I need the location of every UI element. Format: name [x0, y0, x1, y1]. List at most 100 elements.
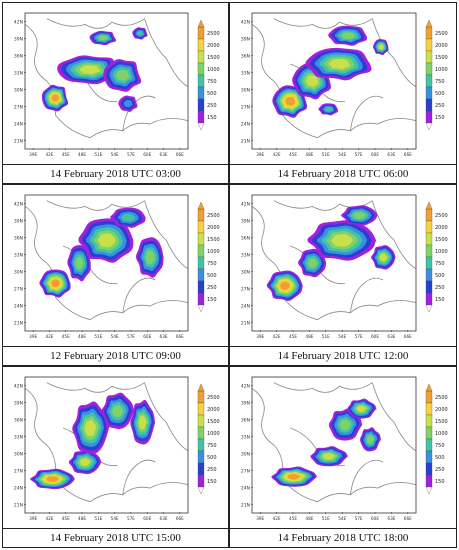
lon-tick-label: 48E	[78, 334, 86, 339]
legend-swatch	[425, 220, 433, 234]
legend-level-label: 2000	[435, 43, 448, 49]
lon-tick-label: 48E	[305, 152, 313, 157]
legend-level-label: 2000	[207, 407, 220, 413]
lat-tick-label: 42N	[14, 202, 23, 208]
lon-tick-label: 48E	[305, 516, 313, 521]
legend-level-label: 1000	[435, 249, 448, 255]
border-line	[46, 382, 145, 393]
legend-level-label: 1500	[435, 55, 448, 61]
precip-layer	[271, 398, 381, 487]
lon-tick-label: 60E	[371, 516, 379, 521]
legend-level-label: 1000	[207, 67, 220, 73]
lon-tick-label: 51E	[94, 516, 102, 521]
lat-tick-label: 21N	[241, 503, 250, 509]
lat-tick-label: 30N	[241, 270, 250, 276]
lat-tick-label: 36N	[241, 236, 250, 242]
lat-tick-label: 33N	[241, 435, 250, 441]
lon-tick-label: 60E	[371, 334, 379, 339]
panel-caption: 14 February 2018 UTC 12:00	[230, 346, 456, 365]
legend-level-label: 150	[435, 115, 445, 121]
border-line	[350, 95, 384, 131]
lon-tick-label: 48E	[78, 516, 86, 521]
legend-level-label: 150	[435, 297, 445, 303]
legend-top-cap	[197, 19, 205, 28]
legend-level-label: 500	[207, 455, 217, 461]
legend-level-label: 2000	[435, 407, 448, 413]
panel-1514: 42N 39N 36N 33N 30N 27N 24N 21N 39E 42E 45E 48E 51E 5…	[2, 366, 229, 548]
legend-level-label: 2500	[207, 213, 220, 219]
legend-swatch	[425, 390, 433, 404]
legend-swatch	[197, 256, 205, 270]
legend-level-label: 750	[207, 79, 217, 85]
legend-swatch	[197, 38, 205, 52]
border-line	[251, 205, 318, 321]
legend-swatch	[197, 98, 205, 112]
panel-caption: 14 February 2018 UTC 15:00	[3, 528, 228, 547]
legend-bottom-cap	[425, 486, 433, 495]
precip-layer	[41, 27, 148, 112]
lat-tick-label: 30N	[14, 452, 23, 458]
lon-tick-label: 54E	[111, 334, 119, 339]
lon-tick-label: 57E	[355, 152, 363, 157]
border-line	[350, 277, 384, 313]
lon-tick-label: 66E	[404, 152, 412, 157]
legend-level-label: 750	[435, 79, 445, 85]
precip-contour	[307, 258, 318, 268]
precip-map: 42N 39N 36N 33N 30N 27N 24N 21N 39E 42E 45E 48E 51E 5…	[14, 12, 220, 157]
lat-tick-label: 27N	[14, 287, 23, 293]
legend-level-label: 250	[435, 103, 445, 109]
precip-contour	[115, 69, 130, 81]
panel-0912: 42N 39N 36N 33N 30N 27N 24N 21N 39E 42E 45E 48E 51E 5…	[2, 184, 229, 366]
lon-tick-label: 54E	[338, 334, 346, 339]
lat-tick-label: 42N	[241, 202, 250, 208]
lon-tick-label: 54E	[338, 152, 346, 157]
lat-tick-label: 39N	[14, 37, 23, 43]
legend-swatch	[197, 450, 205, 464]
lon-tick-label: 60E	[143, 334, 151, 339]
lon-tick-label: 66E	[404, 334, 412, 339]
legend-swatch	[197, 232, 205, 246]
legend-level-label: 750	[207, 443, 217, 449]
map-borders	[24, 382, 189, 503]
lat-tick-label: 39N	[14, 401, 23, 407]
lon-tick-label: 63E	[160, 152, 168, 157]
legend-level-label: 250	[435, 285, 445, 291]
precip-contour	[279, 281, 291, 290]
legend-swatch	[425, 450, 433, 464]
legend-swatch	[425, 256, 433, 270]
precip-contour	[97, 233, 116, 248]
legend-swatch	[197, 462, 205, 476]
precip-contour	[51, 94, 60, 102]
lat-tick-label: 24N	[14, 122, 23, 128]
lon-tick-label: 45E	[62, 152, 70, 157]
lat-tick-label: 33N	[14, 71, 23, 77]
border-line	[24, 205, 91, 321]
legend-top-cap	[425, 383, 433, 392]
lat-tick-label: 33N	[241, 253, 250, 259]
precip-contour	[84, 419, 97, 437]
lon-tick-label: 60E	[143, 516, 151, 521]
legend-level-label: 2000	[207, 225, 220, 231]
lon-tick-label: 39E	[29, 516, 37, 521]
lon-tick-label: 51E	[94, 152, 102, 157]
map-frame	[251, 376, 417, 514]
legend-swatch	[425, 74, 433, 88]
panel-caption: 14 February 2018 UTC 03:00	[3, 164, 228, 183]
legend-bottom-cap	[197, 304, 205, 313]
lon-tick-label: 45E	[289, 152, 297, 157]
legend-level-label: 2000	[207, 43, 220, 49]
border-line	[89, 300, 189, 321]
legend-swatch	[197, 220, 205, 234]
precip-contour	[324, 107, 333, 112]
lat-tick-label: 36N	[14, 418, 23, 424]
panel-1814: 42N 39N 36N 33N 30N 27N 24N 21N 39E 42E 45E 48E 51E 5…	[229, 366, 457, 548]
legend-swatch	[197, 110, 205, 124]
legend-colorbar: 2500 2000 1500 1000 750 500 250 150	[425, 19, 448, 131]
legend-swatch	[425, 110, 433, 124]
legend-swatch	[425, 208, 433, 222]
border-line	[122, 277, 156, 313]
lon-tick-label: 39E	[256, 152, 264, 157]
lon-tick-label: 51E	[322, 334, 330, 339]
lat-tick-label: 39N	[241, 219, 250, 225]
legend-top-cap	[197, 383, 205, 392]
